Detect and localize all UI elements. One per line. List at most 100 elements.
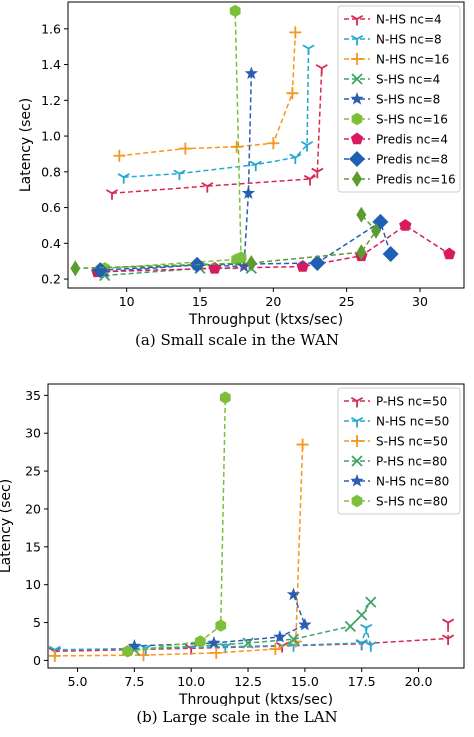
- data-point: [364, 641, 377, 652]
- data-point: [173, 169, 186, 181]
- legend-item: N-HS nc=4: [344, 12, 442, 26]
- data-point: [249, 160, 262, 172]
- legend-label: N-HS nc=16: [376, 52, 449, 66]
- series-line: [134, 601, 372, 651]
- data-point: [302, 44, 315, 55]
- legend-item: S-HS nc=80: [344, 494, 448, 508]
- plot-frame: [47, 383, 465, 669]
- data-point: [356, 609, 368, 621]
- data-point: [309, 254, 326, 271]
- legend-item: Predis nc=16: [344, 171, 456, 187]
- data-point: [303, 174, 317, 186]
- y-tick-label: 0.6: [41, 200, 61, 215]
- y-tick-label: 30: [25, 426, 41, 441]
- series-n-hs-nc-80: [127, 587, 312, 652]
- legend-marker: [350, 474, 364, 487]
- data-point: [399, 218, 412, 231]
- legend-marker: [349, 151, 365, 167]
- data-point: [137, 649, 150, 662]
- series-line: [119, 32, 297, 157]
- y-tick-label: 15: [25, 539, 41, 554]
- legend-marker: [350, 132, 364, 145]
- legend-item: Predis nc=4: [344, 132, 448, 146]
- legend-marker: [351, 494, 363, 508]
- data-point: [219, 391, 231, 404]
- y-tick-label: 5: [33, 615, 41, 630]
- legend-label: Predis nc=16: [376, 172, 456, 186]
- y-tick-label: 0.4: [41, 236, 61, 251]
- data-point: [371, 222, 381, 239]
- data-point: [287, 633, 300, 645]
- data-point: [365, 596, 377, 608]
- legend-label: S-HS nc=8: [376, 92, 440, 106]
- data-point: [242, 637, 254, 649]
- data-point: [122, 645, 133, 658]
- x-tick-label: 15: [192, 294, 208, 309]
- data-point: [229, 4, 241, 18]
- data-point: [356, 206, 367, 223]
- legend: N-HS nc=4 N-HS nc=8 N-HS nc=16 S-HS nc=4 S-H…: [337, 5, 461, 193]
- legend-label: N-HS nc=80: [376, 474, 449, 488]
- x-axis-label: Throughput (ktxs/sec): [188, 312, 343, 328]
- legend-item: P-HS nc=50: [344, 394, 447, 408]
- data-point: [286, 87, 299, 100]
- x-tick-label: 30: [412, 294, 428, 309]
- series-n-hs-nc-8: [117, 44, 315, 184]
- data-point: [70, 260, 81, 277]
- data-point: [355, 638, 368, 650]
- data-point: [289, 153, 302, 165]
- data-point: [235, 251, 247, 264]
- y-tick-label: 1.4: [41, 57, 61, 72]
- legend-label: Predis nc=8: [376, 152, 448, 166]
- legend-label: P-HS nc=50: [376, 394, 447, 408]
- legend-label: P-HS nc=80: [376, 454, 447, 468]
- data-point: [442, 634, 455, 645]
- y-tick-label: 0.8: [41, 164, 61, 179]
- data-point: [244, 66, 258, 80]
- legend-label: S-HS nc=16: [376, 112, 448, 126]
- legend-label: N-HS nc=50: [376, 414, 449, 428]
- data-point: [230, 140, 243, 153]
- data-point: [296, 260, 309, 272]
- legend-label: S-HS nc=4: [376, 72, 440, 86]
- x-tick-label: 12.5: [234, 674, 262, 689]
- data-point: [273, 629, 287, 643]
- data-point: [201, 182, 214, 193]
- y-tick-label: 20: [25, 501, 41, 516]
- data-point: [215, 619, 227, 632]
- legend-item: Predis nc=8: [344, 151, 448, 167]
- data-point: [92, 262, 109, 279]
- legend-item: N-HS nc=16: [344, 52, 449, 66]
- y-tick-label: 0.2: [41, 272, 61, 287]
- legend-marker: [350, 396, 364, 408]
- data-point: [356, 244, 367, 261]
- legend-marker: [350, 34, 364, 46]
- series-s-hs-nc-16: [99, 4, 247, 275]
- data-point: [276, 642, 289, 653]
- data-point: [269, 643, 282, 656]
- data-point: [207, 636, 221, 649]
- legend-marker: [351, 455, 363, 467]
- y-axis-label: Latency (sec): [18, 98, 34, 192]
- series-n-hs-nc-4: [105, 64, 328, 200]
- legend-marker: [351, 435, 363, 447]
- data-point: [296, 438, 309, 451]
- data-point: [241, 186, 256, 199]
- legend-item: S-HS nc=50: [344, 434, 448, 448]
- legend-item: N-HS nc=8: [344, 32, 442, 46]
- data-point: [246, 254, 257, 271]
- data-point: [267, 137, 280, 150]
- legend-label: S-HS nc=50: [376, 434, 448, 448]
- x-tick-label: 10: [119, 294, 135, 309]
- x-tick-label: 7.5: [124, 674, 144, 689]
- data-point: [210, 646, 223, 659]
- data-point: [105, 189, 119, 200]
- data-point: [300, 140, 314, 152]
- legend-marker: [350, 416, 364, 428]
- legend-marker: [352, 171, 362, 187]
- legend-item: N-HS nc=50: [344, 414, 449, 428]
- data-point: [315, 64, 328, 75]
- series-line: [97, 224, 450, 273]
- data-point: [127, 639, 142, 652]
- legend-marker: [351, 73, 363, 85]
